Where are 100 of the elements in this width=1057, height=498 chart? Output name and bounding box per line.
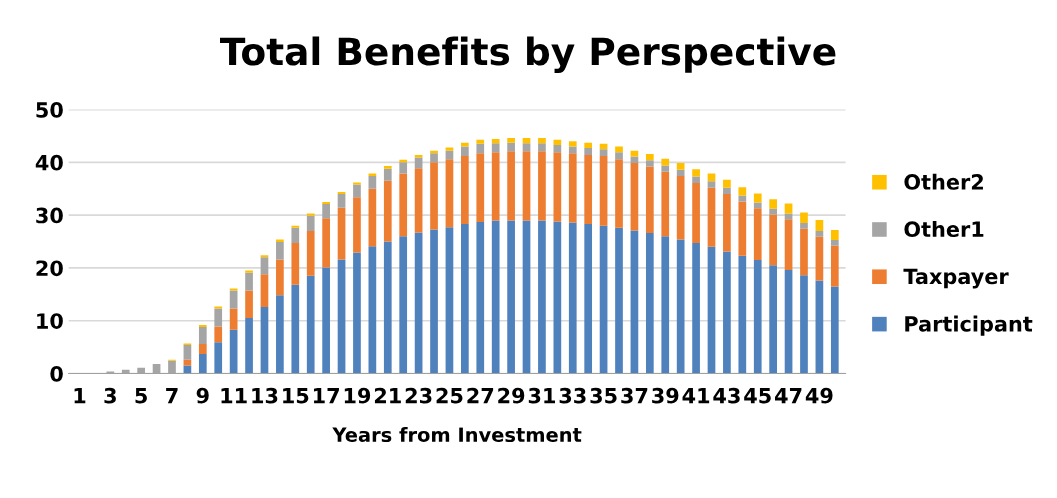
x-tick-label: 41 <box>682 388 710 404</box>
x-tick-label: 13 <box>252 387 278 404</box>
bar <box>784 270 793 374</box>
bar <box>707 173 716 182</box>
x-tick-label: 19 <box>344 387 371 404</box>
x-tick-label: 9 <box>196 387 209 404</box>
y-tick-label: 50 <box>36 102 63 118</box>
bar <box>645 153 654 161</box>
bar <box>830 239 839 246</box>
bar <box>368 188 377 247</box>
bar <box>198 343 207 354</box>
bar <box>260 257 269 275</box>
bar <box>723 194 731 252</box>
x-tick-label: 43 <box>713 387 740 404</box>
bar <box>368 246 377 374</box>
bar <box>753 208 762 261</box>
bar <box>584 154 593 225</box>
x-tick-label: 21 <box>374 387 401 404</box>
legend-label: Other2 <box>904 173 983 190</box>
bar <box>522 220 531 374</box>
bar <box>276 295 284 374</box>
x-tick-label: 25 <box>436 387 463 404</box>
bar <box>461 146 469 157</box>
bar <box>769 265 778 374</box>
bar <box>245 272 253 291</box>
bar <box>430 153 438 163</box>
bar <box>815 230 824 237</box>
bar <box>198 353 207 374</box>
bar <box>769 214 778 266</box>
bar <box>399 236 408 374</box>
bar <box>276 259 284 296</box>
bar <box>476 143 485 154</box>
bar <box>692 243 700 374</box>
bar <box>445 227 454 374</box>
bar <box>507 220 515 374</box>
bar <box>214 326 223 343</box>
bar <box>353 252 361 374</box>
bar <box>214 342 223 374</box>
bar <box>599 225 608 374</box>
bar <box>815 236 824 281</box>
bar <box>553 221 562 374</box>
bar <box>383 241 392 374</box>
bar <box>368 173 377 177</box>
bar <box>568 146 577 154</box>
bar <box>276 239 284 243</box>
bar <box>461 224 469 374</box>
bar <box>538 143 546 152</box>
bar <box>800 275 808 374</box>
x-tick-label: 47 <box>775 388 802 404</box>
bar <box>599 149 608 157</box>
x-tick-label: 39 <box>652 387 679 404</box>
x-tick-label: 5 <box>135 388 147 404</box>
bar <box>538 138 546 144</box>
bar <box>245 318 253 374</box>
bar <box>507 138 515 143</box>
bar <box>522 143 531 152</box>
bar <box>430 162 438 230</box>
bar <box>306 213 315 216</box>
bar <box>522 151 531 221</box>
bar <box>784 203 793 214</box>
bar <box>399 162 408 174</box>
bar <box>229 290 238 309</box>
bar <box>276 242 284 260</box>
y-tick-label: 0 <box>50 365 63 382</box>
bar <box>553 139 562 145</box>
y-tick-label: 30 <box>36 207 63 224</box>
bar <box>553 144 562 153</box>
bar <box>291 243 300 285</box>
bar <box>568 141 577 147</box>
bar <box>353 184 361 198</box>
x-tick-label: 7 <box>166 388 178 404</box>
bar <box>198 327 207 344</box>
bar <box>645 160 654 167</box>
bar <box>322 201 330 205</box>
bar <box>784 219 793 271</box>
x-tick-label: 15 <box>283 388 309 404</box>
x-tick-label: 33 <box>559 387 586 404</box>
bar <box>830 229 839 240</box>
y-tick-label: 20 <box>36 260 63 277</box>
bar <box>260 274 269 307</box>
bar <box>599 156 608 226</box>
bar <box>368 176 377 189</box>
bar <box>507 142 515 152</box>
bar <box>707 246 716 374</box>
bar <box>260 306 269 374</box>
bar <box>491 152 500 221</box>
bar <box>229 308 238 330</box>
bar <box>738 187 747 196</box>
bar <box>183 344 192 360</box>
bar <box>553 152 562 222</box>
bar <box>692 169 700 177</box>
bar <box>291 225 300 228</box>
bar <box>198 324 207 328</box>
bar <box>676 239 685 374</box>
bar <box>753 202 762 209</box>
bar <box>476 153 485 222</box>
bar <box>769 199 778 209</box>
bar <box>723 179 731 188</box>
bar <box>615 159 623 228</box>
y-tick-label: 40 <box>35 154 63 171</box>
